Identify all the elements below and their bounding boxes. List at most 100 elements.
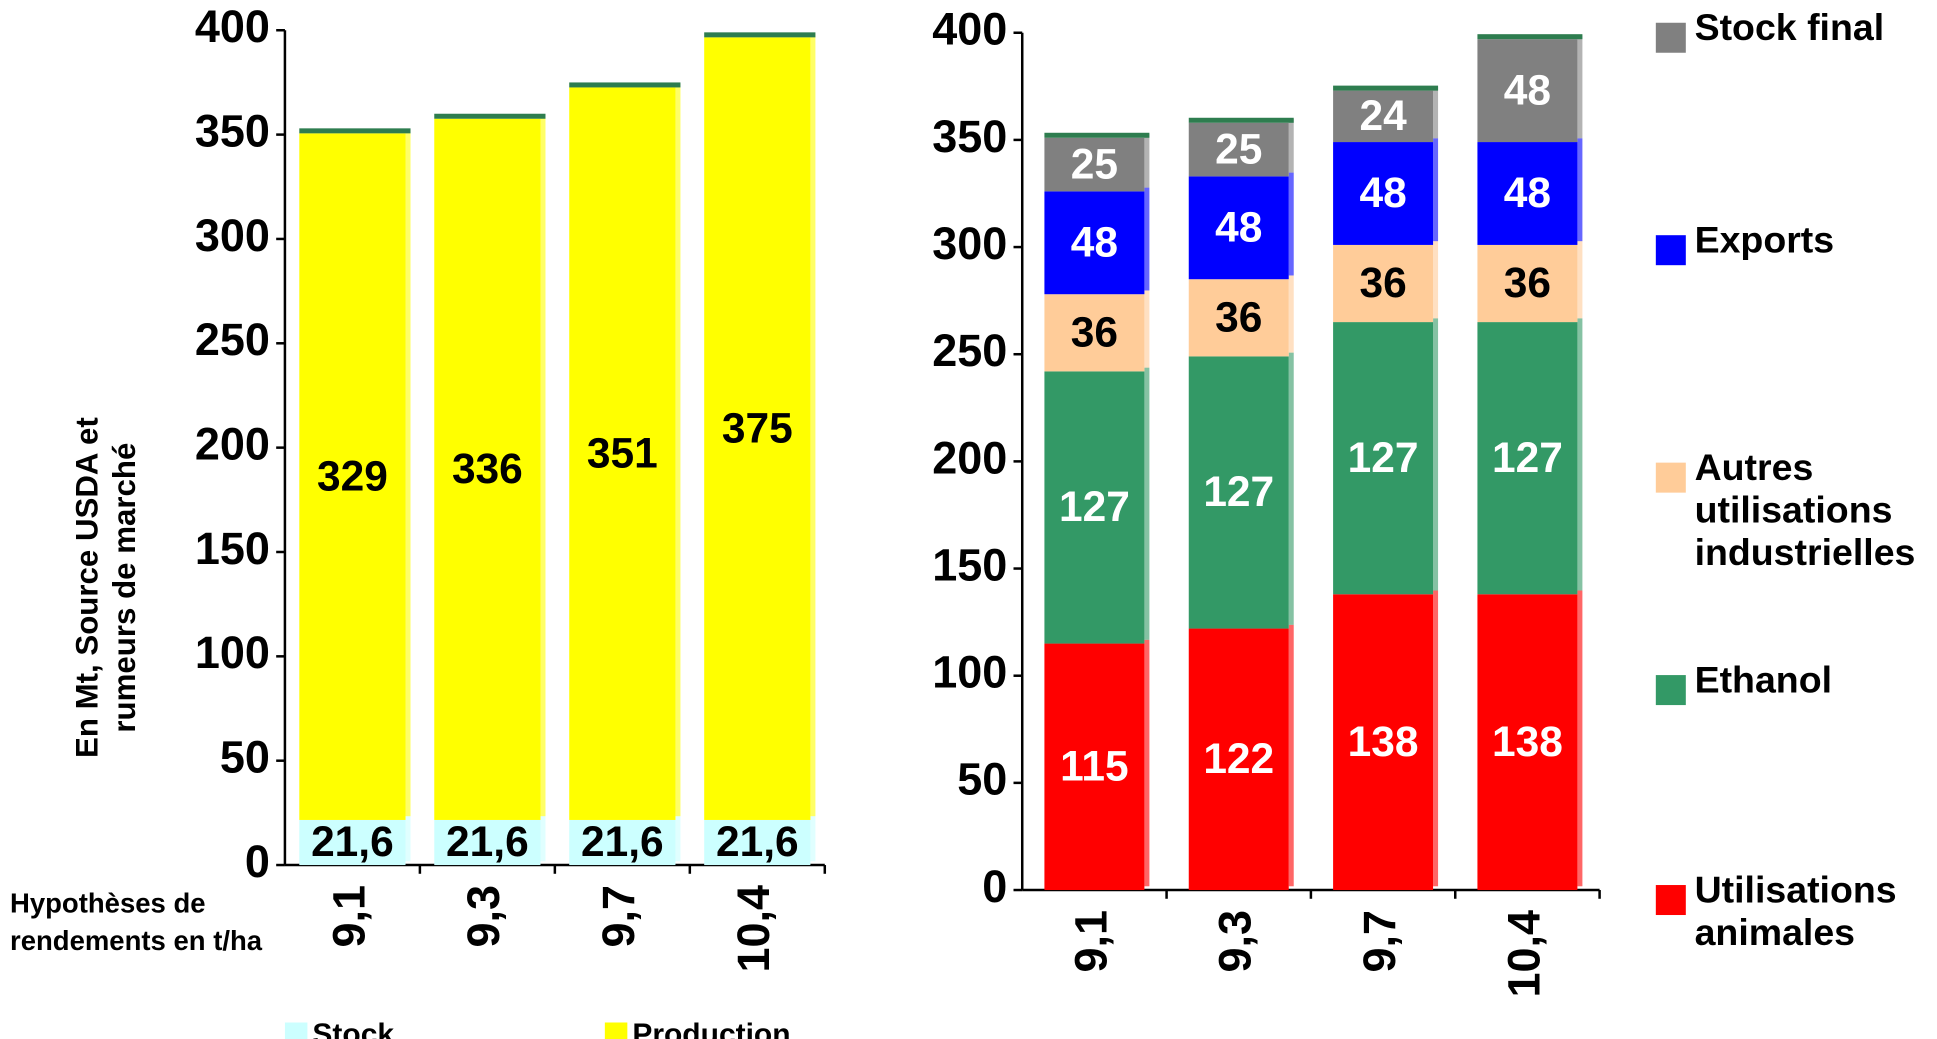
bar-side [540, 114, 546, 817]
y-tick-label: 150 [195, 523, 270, 574]
legend-swatch [1655, 675, 1686, 706]
data-label: 138 [1492, 719, 1563, 766]
data-label: 48 [1504, 170, 1551, 217]
data-label: 48 [1071, 220, 1118, 267]
data-label: 48 [1504, 67, 1551, 114]
legend-swatch [604, 1022, 628, 1039]
y-tick-label: 0 [982, 861, 1007, 912]
bar-side [1288, 275, 1294, 353]
y-tick-label: 100 [932, 647, 1007, 698]
data-label: 329 [317, 453, 388, 500]
data-label: 127 [1059, 484, 1130, 531]
bar-side [1433, 138, 1439, 242]
bar-side [810, 33, 816, 817]
legend-label-box: Utilisations animales [1694, 870, 1897, 954]
legend-swatch [1655, 235, 1686, 266]
data-label: 351 [587, 430, 658, 477]
y-tick-label: 350 [932, 111, 1007, 162]
bar-side [1144, 187, 1150, 291]
legend-label: Utilisations animales [1694, 870, 1897, 954]
x-axis-label-box: Hypothèses de rendements en t/ha [10, 888, 262, 957]
data-label: 36 [1215, 295, 1262, 342]
bar-top [299, 128, 411, 134]
bar-side [1577, 241, 1583, 319]
bar-segment [1333, 322, 1434, 595]
x-tick-label: 9,7 [1354, 910, 1405, 973]
bar-top [434, 113, 546, 119]
bar-side [1433, 86, 1439, 139]
bar-segment [1188, 122, 1289, 177]
y-tick-label: 250 [932, 325, 1007, 376]
y-tick-label: 300 [932, 218, 1007, 269]
bar-segment [1333, 594, 1434, 891]
data-label: 122 [1203, 736, 1274, 783]
bar-segment [1477, 39, 1578, 143]
legend-label: Stock final [1694, 7, 1885, 49]
data-label: 127 [1348, 435, 1419, 482]
data-label: 375 [722, 405, 793, 452]
legend-label-box: Autres utilisations industrielles [1695, 448, 1916, 574]
y-tick-label: 200 [195, 419, 270, 470]
bar-side [1433, 241, 1439, 319]
bar-segment [1044, 294, 1145, 372]
y-tick-label: 250 [195, 314, 270, 365]
x-tick-label: 9,3 [1210, 910, 1261, 973]
data-label: 21,6 [716, 819, 799, 866]
bar-side [1144, 639, 1150, 887]
bar-side [405, 816, 411, 862]
x-tick-label: 9,3 [458, 885, 509, 948]
data-label: 24 [1359, 93, 1407, 140]
bar-segment [1188, 628, 1289, 891]
data-label: 48 [1215, 204, 1262, 251]
data-label: 115 [1060, 744, 1129, 791]
bar-segment [1044, 137, 1145, 192]
bar-segment [1044, 371, 1145, 644]
y-tick-label: 300 [195, 210, 270, 261]
bar-side [1288, 172, 1294, 276]
bar-top [1333, 85, 1439, 91]
x-tick-label: 9,1 [323, 885, 374, 948]
y-tick-label: 50 [957, 754, 1007, 805]
bar-side [1577, 590, 1583, 887]
y-axis-label: En Mt, Source USDA et rumeurs de marché [69, 417, 143, 759]
bar-segment [1188, 176, 1289, 280]
legend-label-box: Exports [1695, 220, 1835, 261]
data-label: 127 [1203, 469, 1274, 516]
bar-segment [434, 118, 541, 820]
x-tick-label: 10,4 [1498, 910, 1549, 998]
legend-swatch [1655, 462, 1686, 493]
data-label: 48 [1359, 170, 1406, 217]
x-tick-label: 9,7 [593, 885, 644, 948]
bar-side [1144, 290, 1150, 368]
legend-label-box: Stock final [1694, 7, 1885, 49]
data-label: 21,6 [446, 819, 529, 866]
bar-top [1044, 132, 1150, 138]
data-label: 138 [1348, 719, 1419, 766]
bar-side [675, 816, 681, 862]
bar-segment [1477, 244, 1578, 323]
bar-side [1577, 318, 1583, 591]
data-label: 36 [1071, 310, 1118, 357]
bar-side [1433, 590, 1439, 887]
bar-top [1477, 34, 1583, 40]
y-axis-label-box: En Mt, Source USDA et rumeurs de marché [69, 417, 143, 759]
bar-side [1288, 352, 1294, 625]
legend-label: Production [632, 1018, 790, 1039]
bar-segment [569, 87, 676, 820]
data-label: 25 [1215, 126, 1262, 173]
bar-segment [704, 37, 811, 820]
bar-segment [299, 133, 406, 820]
y-tick-label: 150 [932, 539, 1007, 590]
bar-side [540, 816, 546, 862]
bar-segment [1477, 594, 1578, 891]
y-tick-label: 50 [220, 732, 270, 783]
x-tick-label: 9,1 [1065, 910, 1116, 973]
y-tick-label: 200 [932, 432, 1007, 483]
data-label: 21,6 [581, 819, 664, 866]
bar-segment [434, 819, 541, 866]
data-label: 127 [1492, 435, 1563, 482]
y-tick-label: 400 [195, 1, 270, 52]
legend-swatch [1655, 885, 1686, 916]
bar-segment [1188, 356, 1289, 629]
